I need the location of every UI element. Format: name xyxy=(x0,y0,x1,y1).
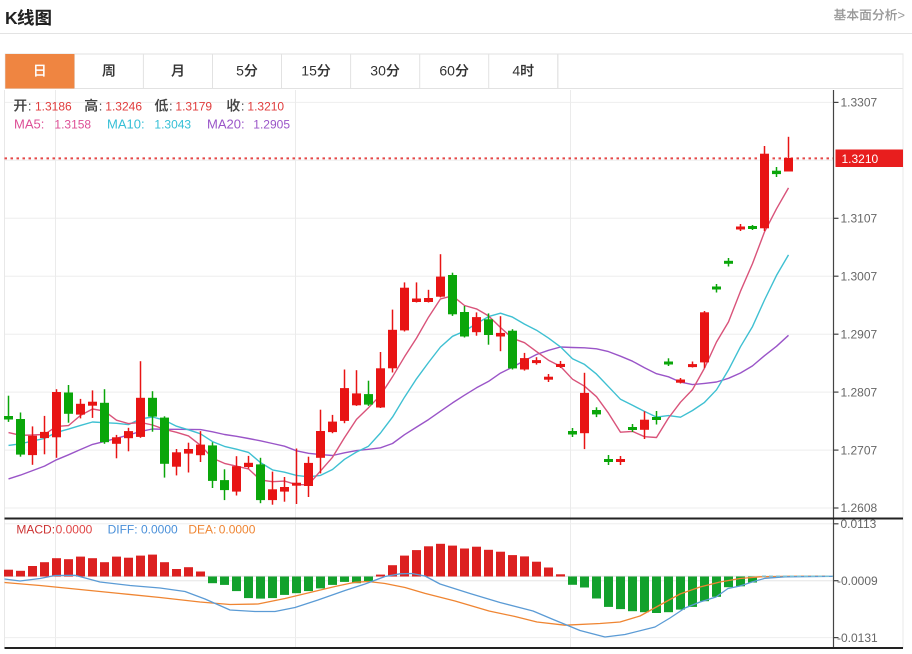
svg-text:0.0000: 0.0000 xyxy=(141,523,178,537)
svg-text:-0.0131: -0.0131 xyxy=(837,631,878,645)
svg-text:1.2707: 1.2707 xyxy=(841,443,878,457)
svg-text:1.3186: 1.3186 xyxy=(35,100,72,114)
svg-text::: : xyxy=(241,99,245,114)
svg-text:1.2907: 1.2907 xyxy=(841,327,878,341)
svg-text:DEA:: DEA: xyxy=(188,523,216,537)
svg-text:15: 15 xyxy=(301,63,317,79)
svg-text:DIFF:: DIFF: xyxy=(108,523,138,537)
svg-text:30: 30 xyxy=(370,63,386,79)
svg-text:1.3043: 1.3043 xyxy=(154,118,191,132)
svg-text::: : xyxy=(28,99,32,114)
svg-text:1.3210: 1.3210 xyxy=(842,152,879,166)
svg-text:1.3107: 1.3107 xyxy=(841,212,878,226)
svg-text:MA5:: MA5: xyxy=(14,117,44,132)
svg-text:1.3246: 1.3246 xyxy=(105,100,142,114)
svg-text:-0.0009: -0.0009 xyxy=(837,574,878,588)
svg-text:1.3307: 1.3307 xyxy=(841,96,878,110)
svg-text:60: 60 xyxy=(439,63,455,79)
svg-text:0.0000: 0.0000 xyxy=(56,523,93,537)
svg-text:K: K xyxy=(5,8,18,28)
svg-text:1.2608: 1.2608 xyxy=(841,501,878,515)
svg-text:4: 4 xyxy=(512,63,520,79)
svg-text::: : xyxy=(169,99,173,114)
svg-text:1.3007: 1.3007 xyxy=(841,269,878,283)
svg-text:MA20:: MA20: xyxy=(207,117,245,132)
svg-text:>: > xyxy=(898,8,905,23)
svg-text:0.0000: 0.0000 xyxy=(219,523,256,537)
svg-text:1.2807: 1.2807 xyxy=(841,385,878,399)
svg-text::: : xyxy=(99,99,103,114)
svg-text:1.3158: 1.3158 xyxy=(54,118,91,132)
svg-text:MA10:: MA10: xyxy=(107,117,145,132)
svg-text:0.0113: 0.0113 xyxy=(841,517,877,531)
svg-text:1.3179: 1.3179 xyxy=(175,100,212,114)
svg-text:1.3210: 1.3210 xyxy=(247,100,284,114)
svg-text:5: 5 xyxy=(236,63,244,79)
svg-text:1.2905: 1.2905 xyxy=(253,118,290,132)
svg-text:MACD:: MACD: xyxy=(16,523,55,537)
